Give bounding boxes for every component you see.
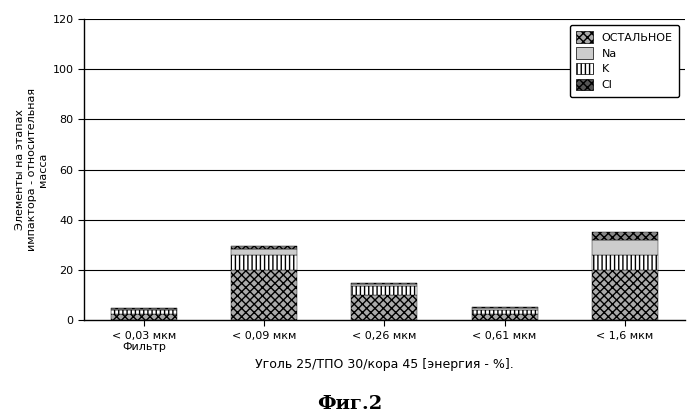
Y-axis label: Элементы на этапах
импактора - относительная
масса: Элементы на этапах импактора - относител… bbox=[15, 88, 48, 251]
Bar bbox=[231, 249, 298, 255]
Legend: ОСТАЛЬНОЕ, Na, K, Cl: ОСТАЛЬНОЕ, Na, K, Cl bbox=[570, 24, 680, 97]
Bar bbox=[351, 286, 417, 295]
Bar bbox=[592, 270, 658, 320]
Bar bbox=[472, 314, 538, 320]
Bar bbox=[592, 240, 658, 255]
Bar bbox=[111, 309, 177, 310]
Bar bbox=[472, 308, 538, 310]
Bar bbox=[111, 310, 177, 314]
Bar bbox=[351, 284, 417, 286]
Bar bbox=[472, 310, 538, 314]
Bar bbox=[111, 314, 177, 320]
Bar bbox=[592, 232, 658, 240]
Bar bbox=[231, 270, 298, 320]
Bar bbox=[231, 246, 298, 249]
X-axis label: Уголь 25/ТПО 30/кора 45 [энергия - %].: Уголь 25/ТПО 30/кора 45 [энергия - %]. bbox=[255, 358, 514, 371]
Bar bbox=[351, 295, 417, 320]
Text: Фиг.2: Фиг.2 bbox=[317, 395, 383, 413]
Bar bbox=[472, 307, 538, 308]
Bar bbox=[111, 308, 177, 309]
Bar bbox=[592, 255, 658, 270]
Bar bbox=[351, 283, 417, 284]
Bar bbox=[231, 255, 298, 270]
